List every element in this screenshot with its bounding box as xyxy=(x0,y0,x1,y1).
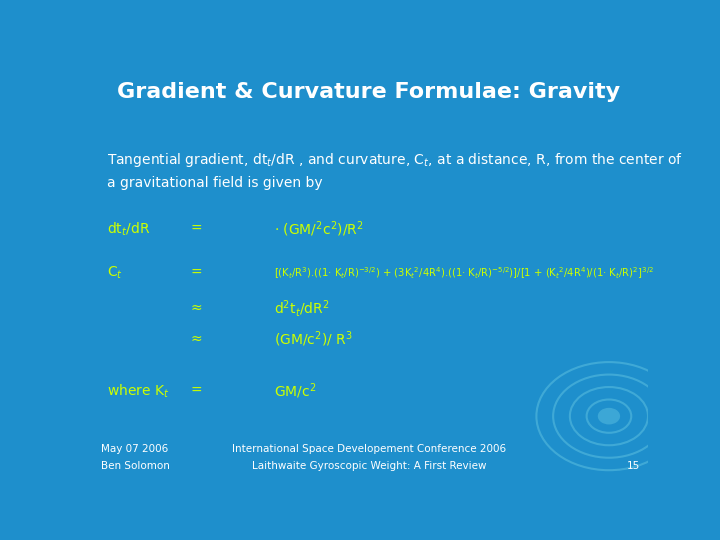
Text: ≈: ≈ xyxy=(190,332,202,346)
Text: (GM/c$^2$)/ R$^3$: (GM/c$^2$)/ R$^3$ xyxy=(274,329,353,349)
Text: 15: 15 xyxy=(626,462,639,471)
Text: · (GM/$^2$c$^2$)/R$^2$: · (GM/$^2$c$^2$)/R$^2$ xyxy=(274,219,364,239)
Text: dt$_t$/dR: dt$_t$/dR xyxy=(107,220,150,238)
Text: a gravitational field is given by: a gravitational field is given by xyxy=(107,176,323,190)
Text: Laithwaite Gyroscopic Weight: A First Review: Laithwaite Gyroscopic Weight: A First Re… xyxy=(252,462,486,471)
Text: GM/c$^2$: GM/c$^2$ xyxy=(274,381,317,401)
Text: C$_t$: C$_t$ xyxy=(107,265,122,281)
Text: May 07 2006: May 07 2006 xyxy=(101,444,168,454)
Text: [(K$_t$/R$^3$).((1· K$_t$/R)$^{-3/2}$) + (3K$_t$$^2$/4R$^4$).((1· K$_t$/R)$^{-5/: [(K$_t$/R$^3$).((1· K$_t$/R)$^{-3/2}$) +… xyxy=(274,265,654,280)
Text: =: = xyxy=(190,384,202,398)
Text: where K$_t$: where K$_t$ xyxy=(107,382,169,400)
Text: Gradient & Curvature Formulae: Gravity: Gradient & Curvature Formulae: Gravity xyxy=(117,82,621,102)
Text: d$^2$t$_t$/dR$^2$: d$^2$t$_t$/dR$^2$ xyxy=(274,298,330,319)
Text: =: = xyxy=(190,266,202,280)
Text: Tangential gradient, dt$_t$/dR , and curvature, C$_t$, at a distance, R, from th: Tangential gradient, dt$_t$/dR , and cur… xyxy=(107,151,683,170)
Circle shape xyxy=(598,408,620,424)
Text: =: = xyxy=(190,222,202,236)
Text: Ben Solomon: Ben Solomon xyxy=(101,462,170,471)
Text: ≈: ≈ xyxy=(190,301,202,315)
Text: International Space Developement Conference 2006: International Space Developement Confere… xyxy=(232,444,506,454)
